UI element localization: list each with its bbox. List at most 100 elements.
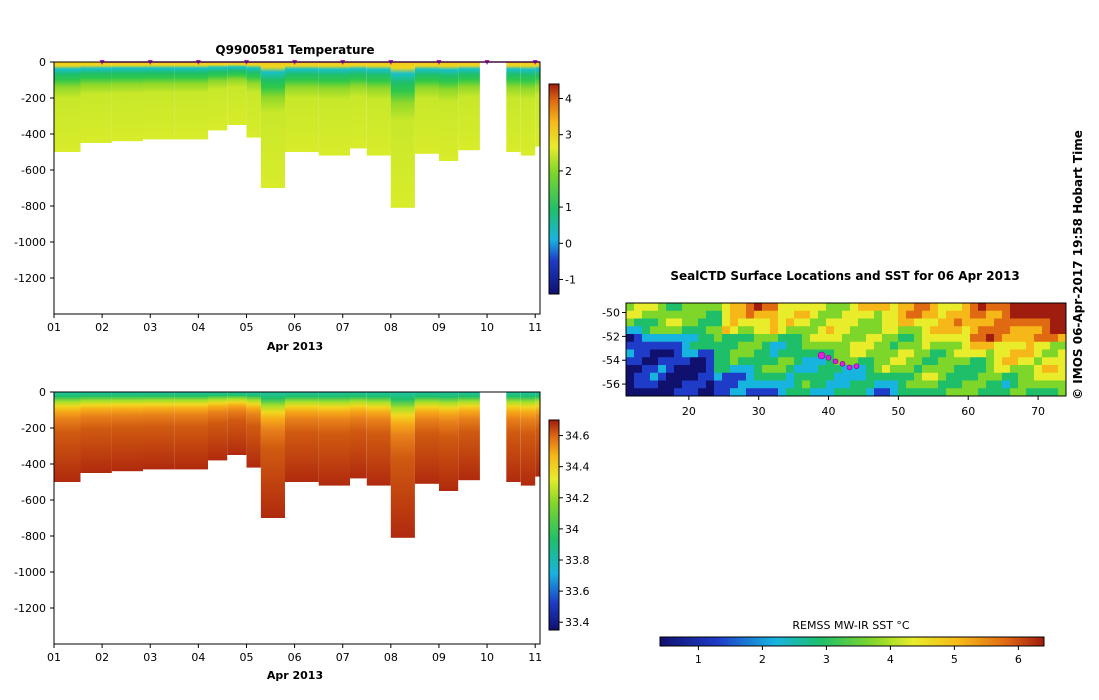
sst-cell (802, 380, 811, 389)
sst-cell (682, 388, 691, 397)
sst-cell (1018, 388, 1027, 397)
sst-cell (754, 349, 763, 358)
sst-cell (810, 326, 819, 335)
sst-cell (994, 341, 1003, 350)
sst-cell (714, 372, 723, 381)
sst-cell (626, 380, 635, 389)
sst-cell (882, 334, 891, 343)
sst-cell (810, 318, 819, 327)
track-point (853, 363, 860, 370)
profile-column (54, 62, 81, 152)
sst-cell (914, 341, 923, 350)
sst-cell (1050, 318, 1059, 327)
sst-colorbar-tick-label: 2 (759, 653, 766, 666)
sst-cell (866, 372, 875, 381)
sst-cell (706, 349, 715, 358)
profile-column (414, 392, 439, 484)
sst-cell (1034, 357, 1043, 366)
sst-cell (962, 341, 971, 350)
sst-cell (1010, 357, 1019, 366)
profile-column (458, 392, 480, 481)
sst-cell (882, 318, 891, 327)
sst-cell (922, 310, 931, 319)
sst-cell (810, 310, 819, 319)
sst-cell (962, 372, 971, 381)
sst-cell (946, 334, 955, 343)
x-tick-label: 05 (239, 651, 253, 664)
profile-column (414, 62, 439, 154)
sst-cell (994, 380, 1003, 389)
sst-cell (890, 365, 899, 374)
sst-cell (906, 326, 915, 335)
sst-cell (866, 388, 875, 397)
sst-cell (778, 380, 787, 389)
sst-cell (946, 326, 955, 335)
sst-cell (1010, 388, 1019, 397)
sst-cell (746, 380, 755, 389)
sst-cell (1002, 388, 1011, 397)
sst-cell (826, 349, 835, 358)
sst-cell (866, 326, 875, 335)
sst-cell (698, 380, 707, 389)
sst-cell (986, 349, 995, 358)
sst-cell (642, 372, 651, 381)
sst-cell (834, 318, 843, 327)
sst-cell (778, 365, 787, 374)
sst-cell (746, 372, 755, 381)
sst-cell (690, 365, 699, 374)
sst-cell (1018, 334, 1027, 343)
sst-cell (898, 326, 907, 335)
sst-cell (842, 318, 851, 327)
sst-cell (1050, 380, 1059, 389)
sst-cell (1042, 303, 1051, 312)
sst-cell (666, 372, 675, 381)
sst-cell (802, 341, 811, 350)
sst-cell (898, 341, 907, 350)
sst-cell (674, 318, 683, 327)
y-tick-label: -600 (21, 164, 46, 177)
profile-column (318, 392, 350, 486)
sst-cell (1034, 380, 1043, 389)
sst-cell (746, 310, 755, 319)
sst-cell (1026, 303, 1035, 312)
sst-cell (786, 310, 795, 319)
sst-cell (858, 334, 867, 343)
sst-cell (1050, 303, 1059, 312)
colorbar-tick-label: 33.4 (565, 616, 590, 629)
sst-cell (930, 357, 939, 366)
sst-cell (698, 318, 707, 327)
x-tick-label: 07 (336, 651, 350, 664)
sst-cell (690, 326, 699, 335)
map-x-tick-label: 30 (752, 405, 766, 418)
sst-cell (850, 365, 859, 374)
sst-cell (962, 365, 971, 374)
sst-cell (842, 303, 851, 312)
sst-cell (738, 318, 747, 327)
sst-cell (1002, 372, 1011, 381)
profile-column (260, 62, 285, 188)
sst-cell (658, 365, 667, 374)
sst-cell (682, 380, 691, 389)
sst-cell (1010, 303, 1019, 312)
sst-cell (634, 318, 643, 327)
sst-cell (682, 357, 691, 366)
sst-cell (682, 334, 691, 343)
sst-colorbar-tick-label: 5 (951, 653, 958, 666)
sst-cell (754, 334, 763, 343)
sst-cell (714, 365, 723, 374)
sst-cell (1010, 334, 1019, 343)
sst-cell (786, 326, 795, 335)
sst-cell (674, 380, 683, 389)
sst-cell (818, 380, 827, 389)
sst-cell (714, 334, 723, 343)
colorbar-tick-label: 1 (565, 201, 572, 214)
sst-cell (810, 372, 819, 381)
track-point (832, 358, 839, 365)
sst-cell (858, 365, 867, 374)
sst-cell (666, 357, 675, 366)
sst-cell (1042, 372, 1051, 381)
colorbar-tick-label: 34 (565, 523, 579, 536)
sst-cell (938, 349, 947, 358)
sst-cell (794, 341, 803, 350)
sst-cell (666, 303, 675, 312)
